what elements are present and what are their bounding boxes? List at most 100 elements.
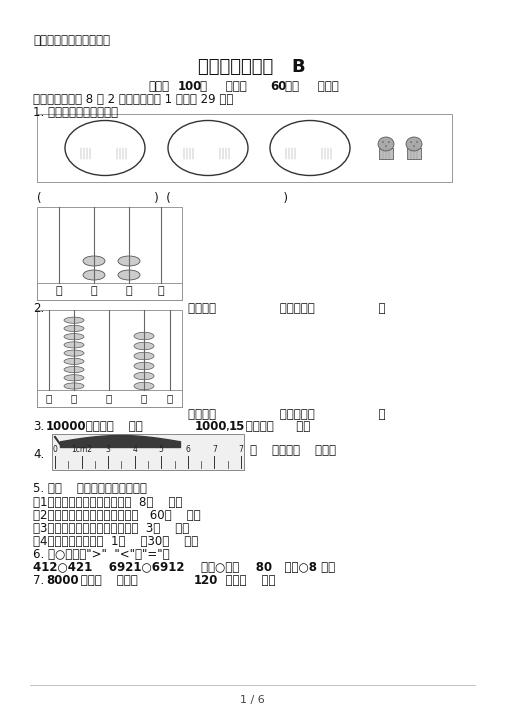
Text: （4）明明每天午休约  1（    ）30（    ）。: （4）明明每天午休约 1（ ）30（ ）。	[33, 535, 198, 548]
Bar	[52, 434, 244, 470]
FancyBboxPatch shape	[321, 148, 335, 159]
FancyBboxPatch shape	[219, 148, 233, 159]
Ellipse shape	[378, 137, 394, 151]
Text: 4: 4	[132, 445, 137, 454]
Ellipse shape	[225, 145, 227, 147]
Text: 百: 百	[106, 393, 112, 403]
Text: 秒＝（    ）分: 秒＝（ ）分	[218, 574, 276, 587]
FancyBboxPatch shape	[80, 148, 94, 159]
Ellipse shape	[65, 121, 145, 176]
Ellipse shape	[119, 141, 121, 143]
Ellipse shape	[118, 256, 140, 266]
Ellipse shape	[406, 137, 422, 151]
Ellipse shape	[86, 145, 88, 147]
Ellipse shape	[327, 145, 329, 147]
Text: 100: 100	[178, 80, 203, 93]
Bar	[37, 310, 182, 407]
Ellipse shape	[294, 141, 296, 143]
Ellipse shape	[388, 141, 390, 143]
Ellipse shape	[134, 352, 154, 360]
Ellipse shape	[64, 333, 84, 340]
Ellipse shape	[64, 350, 84, 356]
Ellipse shape	[64, 326, 84, 331]
Text: （    ）厘米（    ）毫米: （ ）厘米（ ）毫米	[250, 444, 336, 457]
Ellipse shape	[270, 121, 350, 176]
Ellipse shape	[410, 141, 412, 143]
Ellipse shape	[115, 137, 131, 151]
Text: 1. 看图写两道除法算式。: 1. 看图写两道除法算式。	[33, 106, 118, 119]
Ellipse shape	[64, 342, 84, 348]
Ellipse shape	[79, 137, 95, 151]
Text: 15: 15	[229, 420, 245, 433]
Ellipse shape	[64, 317, 84, 323]
Ellipse shape	[83, 141, 85, 143]
Text: 十: 十	[126, 286, 132, 296]
Ellipse shape	[83, 256, 105, 266]
Bar	[37, 114, 452, 182]
Text: 期末考试检测卷   B: 期末考试检测卷 B	[198, 58, 306, 76]
Text: 1 / 6: 1 / 6	[240, 695, 265, 705]
Ellipse shape	[134, 362, 154, 370]
Ellipse shape	[64, 383, 84, 389]
Text: 个: 个	[158, 286, 164, 296]
Text: 6: 6	[185, 445, 190, 454]
Text: 分钟     得分：: 分钟 得分：	[285, 80, 339, 93]
Text: 0: 0	[53, 445, 58, 454]
Text: 一、填空。（第 8 题 2 分，其余每空 1 分，共 29 分）: 一、填空。（第 8 题 2 分，其余每空 1 分，共 29 分）	[33, 93, 233, 106]
Text: 个百是（      ）。: 个百是（ ）。	[242, 420, 310, 433]
Text: 3: 3	[106, 445, 111, 454]
Text: 3.: 3.	[33, 420, 44, 433]
Text: 412○421    6921○6912    直角○钝角    80   毫米○8 里米: 412○421 6921○6912 直角○钝角 80 毫米○8 里米	[33, 561, 335, 574]
Ellipse shape	[125, 141, 127, 143]
Text: 7.: 7.	[33, 574, 44, 587]
Ellipse shape	[134, 332, 154, 340]
Ellipse shape	[385, 145, 387, 147]
Text: 120: 120	[194, 574, 218, 587]
Ellipse shape	[291, 145, 293, 147]
Text: 北师大版二年级下册数学: 北师大版二年级下册数学	[33, 34, 110, 47]
Ellipse shape	[122, 145, 124, 147]
Ellipse shape	[182, 137, 198, 151]
Text: 满分：: 满分：	[148, 80, 169, 93]
Ellipse shape	[189, 145, 191, 147]
Text: 千: 千	[56, 286, 62, 296]
Text: 十: 十	[141, 393, 147, 403]
Text: （1）苏通长江公路大桥全长约  8（    ）。: （1）苏通长江公路大桥全长约 8（ ）。	[33, 496, 182, 509]
Text: 2.: 2.	[33, 302, 44, 315]
Text: 5. 在（    ）里填上合适的单位。: 5. 在（ ）里填上合适的单位。	[33, 482, 147, 495]
Text: 6. 在○里填上">"  "<"或"="。: 6. 在○里填上">" "<"或"="。	[33, 548, 170, 561]
Text: 写作：（                 ）读作：（                 ）: 写作：（ ）读作：（ ）	[188, 302, 385, 315]
Text: （3）写一遍自己的名字大约需要  3（    ）。: （3）写一遍自己的名字大约需要 3（ ）。	[33, 522, 189, 535]
FancyBboxPatch shape	[116, 148, 130, 159]
Ellipse shape	[134, 382, 154, 390]
Text: 万: 万	[46, 393, 52, 403]
Ellipse shape	[89, 141, 91, 143]
Ellipse shape	[134, 342, 154, 350]
Ellipse shape	[218, 137, 234, 151]
Text: 8000: 8000	[46, 574, 79, 587]
Text: 个: 个	[167, 393, 173, 403]
Text: 4.: 4.	[33, 448, 44, 461]
Ellipse shape	[416, 141, 418, 143]
Text: 7: 7	[238, 445, 243, 454]
Ellipse shape	[192, 141, 194, 143]
Ellipse shape	[64, 375, 84, 381]
Ellipse shape	[118, 270, 140, 280]
Bar	[37, 207, 182, 300]
Text: 米＝（    ）千米: 米＝（ ）千米	[77, 574, 149, 587]
Text: 百: 百	[91, 286, 97, 296]
Text: 60: 60	[270, 80, 286, 93]
Text: 5: 5	[159, 445, 164, 454]
Ellipse shape	[134, 372, 154, 380]
Text: 7: 7	[212, 445, 217, 454]
Ellipse shape	[186, 141, 188, 143]
Ellipse shape	[284, 137, 300, 151]
Text: （2）一本《现代汉语词典》厚约   60（    ）。: （2）一本《现代汉语词典》厚约 60（ ）。	[33, 509, 200, 522]
Text: 10000: 10000	[46, 420, 87, 433]
Text: 千: 千	[71, 393, 77, 403]
Ellipse shape	[228, 141, 230, 143]
FancyBboxPatch shape	[379, 148, 393, 159]
Ellipse shape	[320, 137, 336, 151]
Ellipse shape	[413, 145, 415, 147]
Ellipse shape	[288, 141, 290, 143]
